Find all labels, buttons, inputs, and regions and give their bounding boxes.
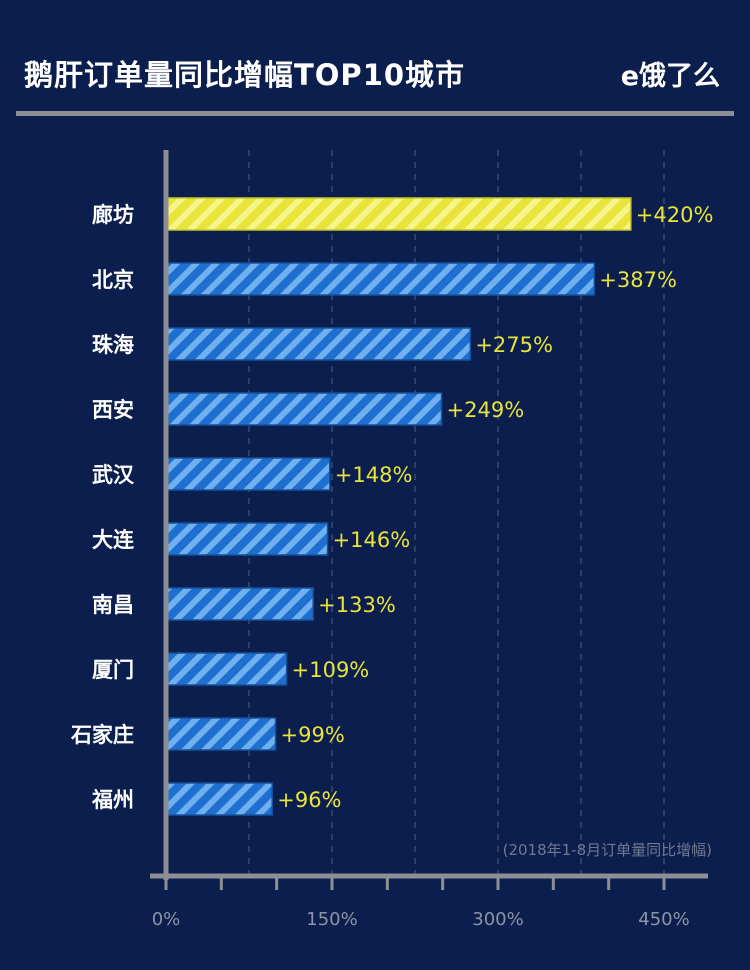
bar — [165, 457, 331, 491]
bar — [165, 262, 596, 296]
category-label: 福州 — [91, 788, 134, 812]
value-label: +249% — [447, 398, 525, 422]
bar — [165, 392, 443, 426]
page-title: 鹅肝订单量同比增幅TOP10城市 — [24, 58, 466, 92]
bar — [165, 782, 273, 816]
bar — [165, 652, 288, 686]
bar — [165, 717, 277, 751]
value-label: +148% — [335, 463, 413, 487]
x-tick-label: 450% — [638, 909, 689, 930]
bar-layer: 廊坊 +420% 北京 +387% 珠海 +275% 西安 +249% 武汉 +148% 大连 +14… — [70, 197, 714, 816]
value-label: +420% — [636, 203, 714, 227]
value-label: +99% — [281, 723, 345, 747]
bar — [165, 197, 632, 231]
value-label: +387% — [599, 268, 677, 292]
grid-layer — [248, 150, 665, 876]
chart-annotation: (2018年1-8月订单量同比增幅) — [503, 841, 712, 859]
x-tick-label: 0% — [152, 909, 181, 930]
category-label: 武汉 — [92, 463, 135, 487]
axis-layer: 0% 150% 300% 450% — [150, 150, 708, 930]
value-label: +96% — [277, 788, 341, 812]
category-label: 廊坊 — [92, 203, 134, 227]
title-divider — [16, 111, 734, 116]
bar — [165, 522, 329, 556]
value-label: +109% — [292, 658, 370, 682]
brand-logo: e饿了么 — [620, 61, 720, 92]
bar — [165, 327, 472, 361]
value-label: +133% — [318, 593, 396, 617]
category-label: 西安 — [92, 398, 134, 422]
bar — [165, 587, 314, 621]
category-label: 石家庄 — [70, 723, 134, 747]
category-label: 北京 — [92, 268, 134, 292]
category-label: 珠海 — [92, 333, 134, 357]
category-label: 厦门 — [92, 658, 134, 682]
x-tick-label: 300% — [472, 909, 523, 930]
value-label: +275% — [475, 333, 553, 357]
category-label: 南昌 — [92, 593, 134, 617]
x-tick-label: 150% — [306, 909, 357, 930]
category-label: 大连 — [92, 528, 135, 552]
value-label: +146% — [333, 528, 411, 552]
